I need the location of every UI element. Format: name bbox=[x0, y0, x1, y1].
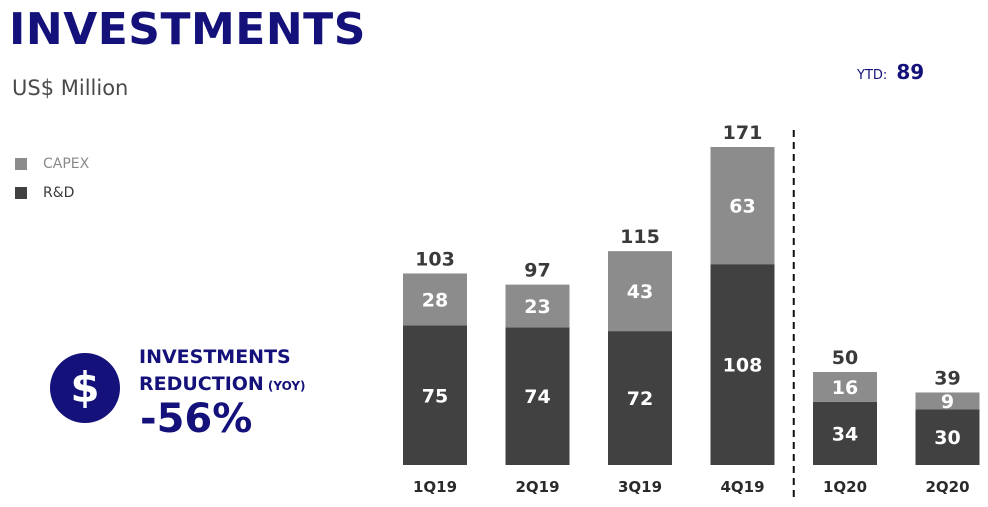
kpi-title-line2: REDUCTION (YOY) bbox=[139, 373, 306, 395]
ytd-value: 89 bbox=[896, 60, 925, 84]
x-tick-label-2Q20: 2Q20 bbox=[925, 478, 969, 496]
bar-capex-2Q20 bbox=[915, 392, 980, 410]
x-tick-label-3Q19: 3Q19 bbox=[618, 478, 662, 496]
data-label-rd-1Q19: 75 bbox=[422, 385, 448, 407]
kpi-value: -56% bbox=[140, 396, 253, 442]
data-label-capex-4Q19: 63 bbox=[729, 196, 755, 218]
data-label-rd-4Q19: 108 bbox=[723, 355, 763, 377]
bar-capex-4Q19 bbox=[710, 147, 775, 265]
kpi-title-line2-text: REDUCTION bbox=[139, 373, 264, 395]
bar-rd-3Q19 bbox=[608, 331, 672, 465]
data-label-rd-2Q19: 74 bbox=[524, 386, 550, 408]
legend-item-capex: CAPEX bbox=[15, 155, 89, 173]
bar-rd-2Q20 bbox=[915, 409, 980, 465]
x-tick-label-4Q19: 4Q19 bbox=[720, 478, 764, 496]
bar-rd-1Q20 bbox=[813, 401, 877, 465]
total-label-1Q19: 103 bbox=[415, 248, 455, 270]
kpi-yoy-label: (YOY) bbox=[267, 379, 306, 393]
legend-item-rd: R&D bbox=[15, 184, 89, 202]
bar-capex-1Q19 bbox=[403, 273, 467, 326]
page-title: INVESTMENTS bbox=[9, 4, 366, 55]
ytd-summary: YTD: 89 bbox=[857, 60, 924, 84]
total-label-2Q19: 97 bbox=[524, 260, 550, 282]
bar-capex-3Q19 bbox=[608, 251, 672, 332]
data-label-capex-2Q19: 23 bbox=[524, 296, 550, 318]
data-label-capex-1Q19: 28 bbox=[422, 289, 448, 311]
data-label-rd-3Q19: 72 bbox=[627, 388, 653, 410]
data-label-capex-3Q19: 43 bbox=[627, 281, 653, 303]
chart-legend: CAPEX R&D bbox=[15, 155, 89, 213]
x-tick-label-1Q19: 1Q19 bbox=[413, 478, 457, 496]
legend-label-capex: CAPEX bbox=[43, 156, 90, 172]
total-label-4Q19: 171 bbox=[723, 122, 763, 144]
bar-rd-2Q19 bbox=[505, 327, 570, 465]
bar-rd-4Q19 bbox=[710, 264, 775, 465]
data-label-rd-1Q20: 34 bbox=[832, 423, 858, 445]
bar-rd-1Q19 bbox=[403, 325, 467, 465]
legend-swatch-rd bbox=[15, 187, 27, 199]
x-tick-label-1Q20: 1Q20 bbox=[823, 478, 867, 496]
total-label-3Q19: 115 bbox=[620, 226, 660, 248]
total-label-1Q20: 50 bbox=[832, 347, 858, 369]
x-tick-label-2Q19: 2Q19 bbox=[515, 478, 559, 496]
total-label-2Q20: 39 bbox=[934, 367, 960, 389]
dollar-icon: $ bbox=[50, 353, 120, 423]
legend-label-rd: R&D bbox=[43, 185, 75, 201]
legend-swatch-capex bbox=[15, 158, 27, 170]
bar-capex-1Q20 bbox=[813, 372, 877, 402]
ytd-label: YTD: bbox=[857, 68, 888, 83]
page-subtitle: US$ Million bbox=[12, 76, 129, 100]
data-label-rd-2Q20: 30 bbox=[934, 427, 960, 449]
kpi-title-line1: INVESTMENTS bbox=[139, 346, 291, 368]
data-label-capex-1Q20: 16 bbox=[832, 377, 858, 399]
bar-capex-2Q19 bbox=[505, 284, 570, 328]
data-label-capex-2Q20: 9 bbox=[941, 391, 954, 413]
